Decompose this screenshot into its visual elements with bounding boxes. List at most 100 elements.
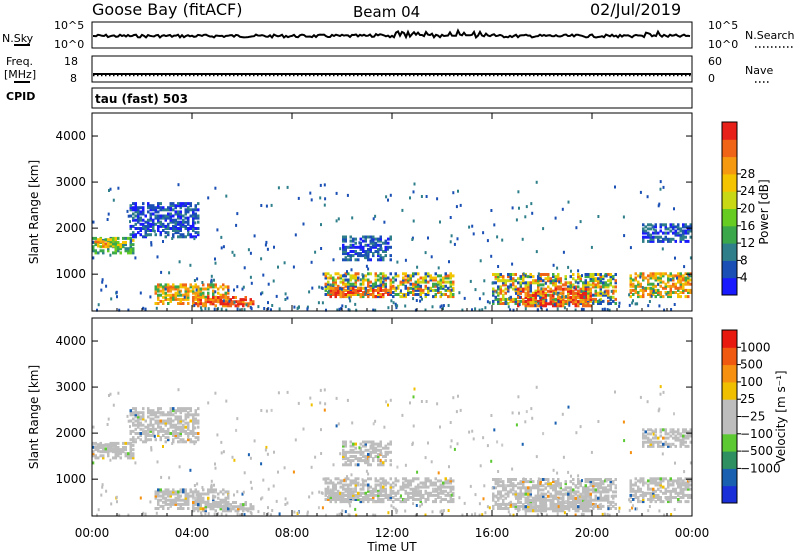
power-cell (187, 287, 190, 291)
velocity-cell (689, 487, 692, 491)
velocity-cell (182, 488, 185, 492)
power-cell (329, 286, 332, 290)
power-cell (327, 280, 330, 284)
velocity-cell (437, 491, 440, 495)
power-cell (182, 297, 185, 301)
power-cell (507, 305, 510, 309)
power-cell (342, 235, 345, 239)
velocity-cell (157, 407, 160, 411)
velocity-cell (352, 450, 355, 454)
power-cell (562, 302, 565, 306)
velocity-cell (189, 438, 192, 442)
velocity-cell (129, 441, 132, 445)
power-cell (587, 281, 590, 285)
velocity-cell (129, 456, 132, 460)
velocity-cell (639, 500, 642, 504)
power-cell (419, 291, 422, 294)
power-cell (332, 286, 335, 290)
power-cell (127, 247, 130, 251)
velocity-cell (194, 417, 197, 421)
power-cell (162, 240, 164, 243)
velocity-cell (642, 428, 645, 432)
power-cell (154, 233, 157, 237)
power-cell (187, 291, 190, 295)
velocity-cell (502, 500, 505, 504)
velocity-cell (567, 505, 570, 509)
power-cell (339, 295, 342, 299)
power-cell (134, 222, 137, 226)
velocity-cell (152, 417, 155, 421)
power-cell (447, 304, 450, 307)
velocity-cell (407, 491, 410, 495)
power-cell (519, 281, 522, 285)
power-cell (349, 284, 352, 288)
velocity-cell (609, 500, 612, 504)
velocity-cell (344, 457, 347, 461)
velocity-cell (412, 479, 415, 483)
power-cell (514, 299, 517, 303)
velocity-cell (212, 488, 215, 492)
velocity-cell (342, 444, 345, 448)
power-cell (592, 277, 595, 281)
power-cell (349, 243, 352, 247)
power-cell (529, 285, 532, 289)
velocity-cell (652, 479, 655, 483)
velocity-cell (109, 445, 112, 449)
power-cell (157, 283, 160, 287)
power-cell (424, 286, 427, 290)
velocity-cell (497, 502, 500, 506)
velocity-cell (114, 452, 117, 456)
power-cell (502, 297, 505, 301)
velocity-cell (667, 479, 670, 483)
velocity-cell (444, 477, 447, 481)
power-cell (139, 210, 142, 214)
power-cell (132, 231, 135, 235)
velocity-cell (404, 477, 407, 481)
power-cell (419, 276, 422, 280)
power-cell (407, 276, 410, 280)
power-cell (389, 293, 392, 296)
power-cell (534, 281, 537, 285)
velocity-cell (677, 500, 680, 504)
power-cell (507, 279, 510, 283)
power-cell (669, 274, 672, 278)
velocity-cell (352, 487, 355, 491)
power-cell (374, 274, 377, 278)
velocity-cell (354, 493, 357, 497)
power-cell (459, 203, 462, 207)
velocity-cell (342, 496, 345, 499)
power-cell (379, 282, 382, 286)
velocity-cell (209, 490, 212, 494)
power-cell (458, 291, 461, 295)
velocity-cell (409, 483, 412, 487)
power-cell (227, 297, 230, 301)
power-cell (369, 258, 372, 262)
velocity-cell (339, 498, 342, 501)
power-cell (509, 275, 512, 279)
beam-title: Beam 04 (353, 3, 420, 21)
power-cell (264, 243, 267, 247)
power-cell (197, 295, 200, 299)
velocity-cell (119, 448, 122, 452)
power-cell (372, 282, 375, 286)
power-cell (674, 256, 676, 260)
velocity-cell (449, 479, 452, 483)
power-cell (184, 212, 187, 216)
velocity-cell (167, 488, 170, 492)
power-cell (377, 237, 380, 241)
power-cell (339, 286, 342, 290)
power-cell (387, 198, 389, 202)
velocity-cell (162, 504, 165, 508)
velocity-cell (493, 428, 496, 432)
power-cell (609, 283, 612, 287)
velocity-cell (512, 502, 515, 506)
power-cell (334, 280, 337, 284)
power-cell (162, 302, 165, 305)
velocity-cell (556, 471, 559, 475)
power-cell (354, 284, 357, 288)
power-cell (497, 275, 500, 279)
power-cell (577, 275, 580, 279)
velocity-cell (209, 505, 212, 509)
power-cell (184, 227, 187, 230)
velocity-cell (374, 455, 377, 458)
